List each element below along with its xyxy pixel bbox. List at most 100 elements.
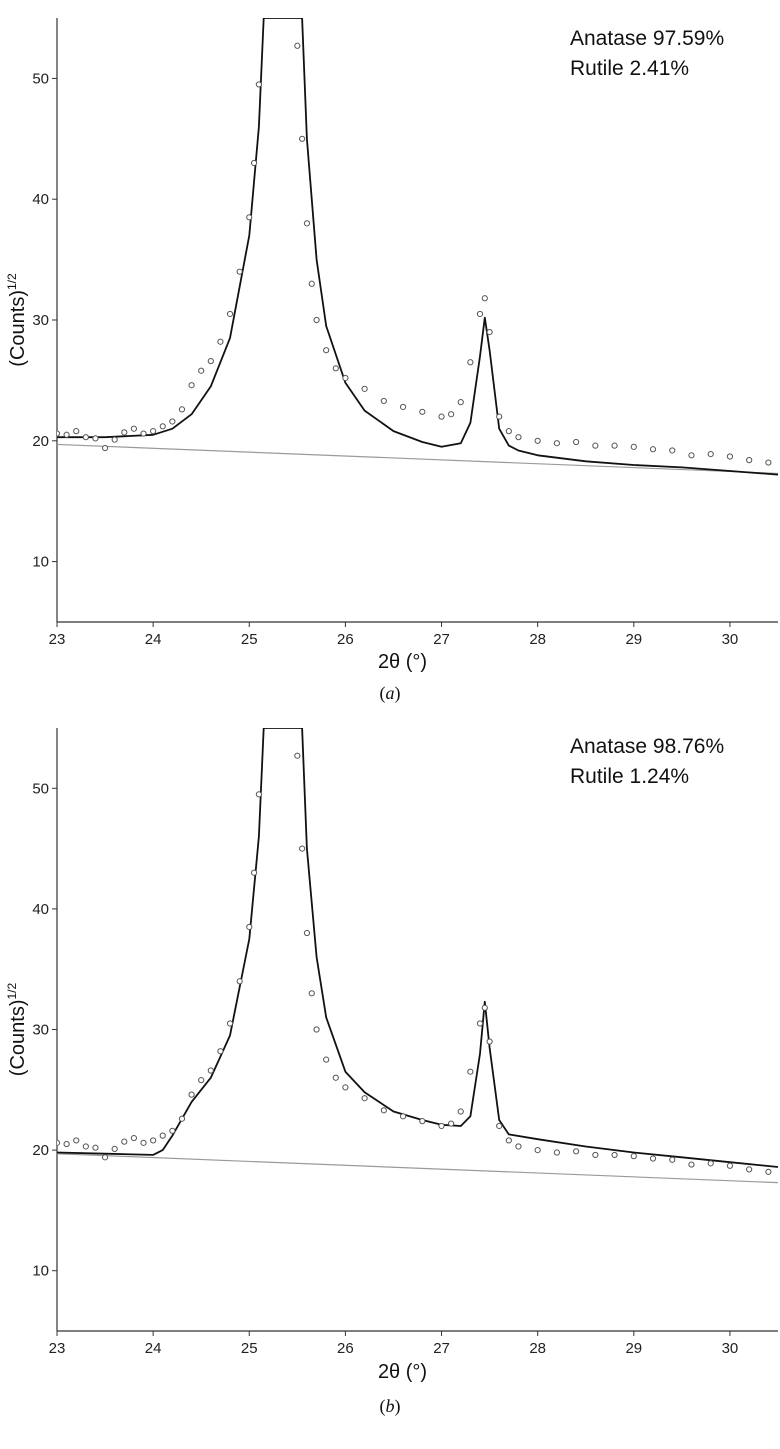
data-point bbox=[669, 447, 676, 454]
data-point bbox=[178, 1115, 186, 1122]
data-point bbox=[217, 1048, 224, 1055]
data-point bbox=[101, 1154, 109, 1161]
x-tick-label: 26 bbox=[337, 1340, 354, 1357]
data-point bbox=[573, 1148, 580, 1155]
y-tick-label: 10 bbox=[32, 554, 49, 571]
panel-caption: (b) bbox=[380, 1396, 401, 1417]
data-point bbox=[726, 1162, 734, 1169]
data-point bbox=[630, 443, 637, 450]
data-point bbox=[448, 411, 455, 418]
annotation-rutile: Rutile 2.41% bbox=[570, 57, 689, 80]
data-point bbox=[111, 1145, 118, 1152]
x-axis-label: 2θ (°) bbox=[378, 1361, 427, 1383]
data-point bbox=[486, 328, 493, 336]
data-point bbox=[150, 1137, 157, 1144]
x-tick-label: 26 bbox=[337, 631, 354, 648]
data-point bbox=[505, 1137, 512, 1144]
data-point bbox=[457, 1108, 464, 1115]
data-point bbox=[255, 791, 262, 798]
data-point bbox=[380, 397, 387, 405]
data-point bbox=[476, 310, 484, 318]
annotation-anatase: Anatase 97.59% bbox=[570, 27, 724, 50]
data-point bbox=[255, 81, 262, 88]
background-line bbox=[57, 1153, 778, 1184]
data-point bbox=[419, 408, 426, 415]
x-axis-label: 2θ (°) bbox=[378, 651, 427, 673]
y-tick-label: 40 bbox=[32, 901, 49, 918]
data-point bbox=[592, 442, 599, 449]
data-point bbox=[159, 1132, 166, 1139]
x-tick-label: 28 bbox=[529, 631, 546, 648]
panel-a: 10 20 30 40 50 23 24 25 26 27 28 29 30 2θ (°) (Count… bbox=[5, 18, 778, 704]
data-point bbox=[73, 1137, 80, 1144]
panel-caption: (a) bbox=[380, 683, 401, 704]
data-point bbox=[438, 413, 445, 420]
data-point bbox=[481, 1004, 488, 1011]
data-point bbox=[669, 1156, 676, 1163]
data-point bbox=[130, 1134, 138, 1142]
data-point bbox=[361, 1095, 368, 1102]
data-point bbox=[226, 1020, 234, 1027]
data-point bbox=[150, 428, 157, 435]
data-point bbox=[448, 1120, 455, 1127]
panel-caption-letter: a bbox=[386, 683, 395, 703]
data-point bbox=[534, 1147, 541, 1154]
data-point bbox=[342, 1084, 349, 1091]
data-point bbox=[553, 440, 560, 447]
data-point bbox=[611, 1151, 618, 1159]
data-point bbox=[765, 1168, 772, 1175]
x-tick-label: 29 bbox=[625, 631, 642, 648]
y-tick-label: 30 bbox=[32, 1022, 49, 1039]
data-point bbox=[467, 359, 474, 366]
data-point bbox=[246, 214, 253, 221]
data-point bbox=[82, 434, 89, 441]
y-tick-label: 20 bbox=[32, 1142, 49, 1159]
x-tick-label: 27 bbox=[433, 631, 450, 648]
data-point bbox=[57, 430, 61, 437]
data-point bbox=[250, 869, 258, 876]
data-point bbox=[111, 436, 118, 443]
x-tick-label: 25 bbox=[241, 1340, 258, 1357]
data-point bbox=[207, 357, 214, 365]
data-point bbox=[592, 1151, 599, 1159]
data-point bbox=[630, 1153, 637, 1160]
data-point bbox=[457, 399, 464, 406]
fit-line bbox=[57, 18, 778, 476]
data-point bbox=[342, 374, 349, 382]
data-point bbox=[121, 429, 128, 436]
y-tick-label: 20 bbox=[32, 433, 49, 450]
data-point bbox=[226, 310, 234, 318]
data-point bbox=[198, 367, 205, 374]
x-tick-label: 27 bbox=[433, 1340, 450, 1357]
data-point bbox=[130, 425, 138, 432]
data-point bbox=[178, 406, 186, 413]
fit-line bbox=[57, 728, 778, 1168]
data-point bbox=[57, 1139, 61, 1146]
data-point bbox=[92, 435, 99, 442]
annotation-rutile: Rutile 1.24% bbox=[570, 765, 689, 788]
y-tick-label: 50 bbox=[32, 70, 49, 87]
data-point bbox=[332, 1074, 339, 1081]
data-point bbox=[236, 978, 243, 985]
data-point bbox=[140, 430, 147, 437]
x-tick-label: 28 bbox=[529, 1340, 546, 1357]
data-point bbox=[140, 1139, 147, 1146]
data-point bbox=[481, 295, 488, 302]
y-axis-label: (Counts)1/2 bbox=[5, 982, 29, 1076]
data-point bbox=[63, 431, 70, 438]
panel-caption-letter: b bbox=[386, 1396, 395, 1416]
data-point bbox=[476, 1020, 484, 1027]
data-point bbox=[313, 316, 320, 324]
data-point bbox=[169, 1127, 176, 1134]
data-point bbox=[688, 452, 695, 459]
data-point bbox=[308, 990, 315, 997]
y-axis-label: (Counts)1/2 bbox=[5, 273, 29, 367]
data-point bbox=[399, 403, 407, 411]
data-point bbox=[726, 453, 734, 460]
x-tick-label: 25 bbox=[241, 631, 258, 648]
data-point bbox=[380, 1107, 387, 1114]
data-point bbox=[467, 1068, 474, 1075]
y-axis-label-text: (Counts) bbox=[7, 999, 29, 1076]
data-point bbox=[707, 1160, 714, 1167]
